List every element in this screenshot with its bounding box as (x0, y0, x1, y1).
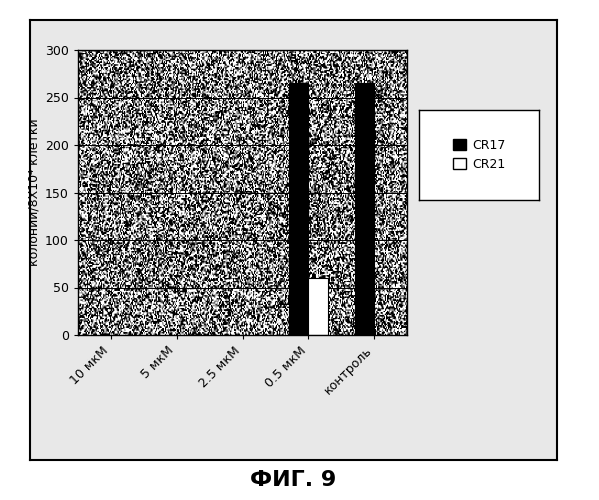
Y-axis label: колонии/8Х10⁴ клетки: колонии/8Х10⁴ клетки (28, 118, 41, 266)
Text: ФИГ. 9: ФИГ. 9 (250, 470, 337, 490)
Legend: CR17, CR21: CR17, CR21 (448, 134, 510, 176)
Bar (308, 278, 328, 335)
Bar (355, 83, 374, 335)
Bar (289, 83, 308, 335)
